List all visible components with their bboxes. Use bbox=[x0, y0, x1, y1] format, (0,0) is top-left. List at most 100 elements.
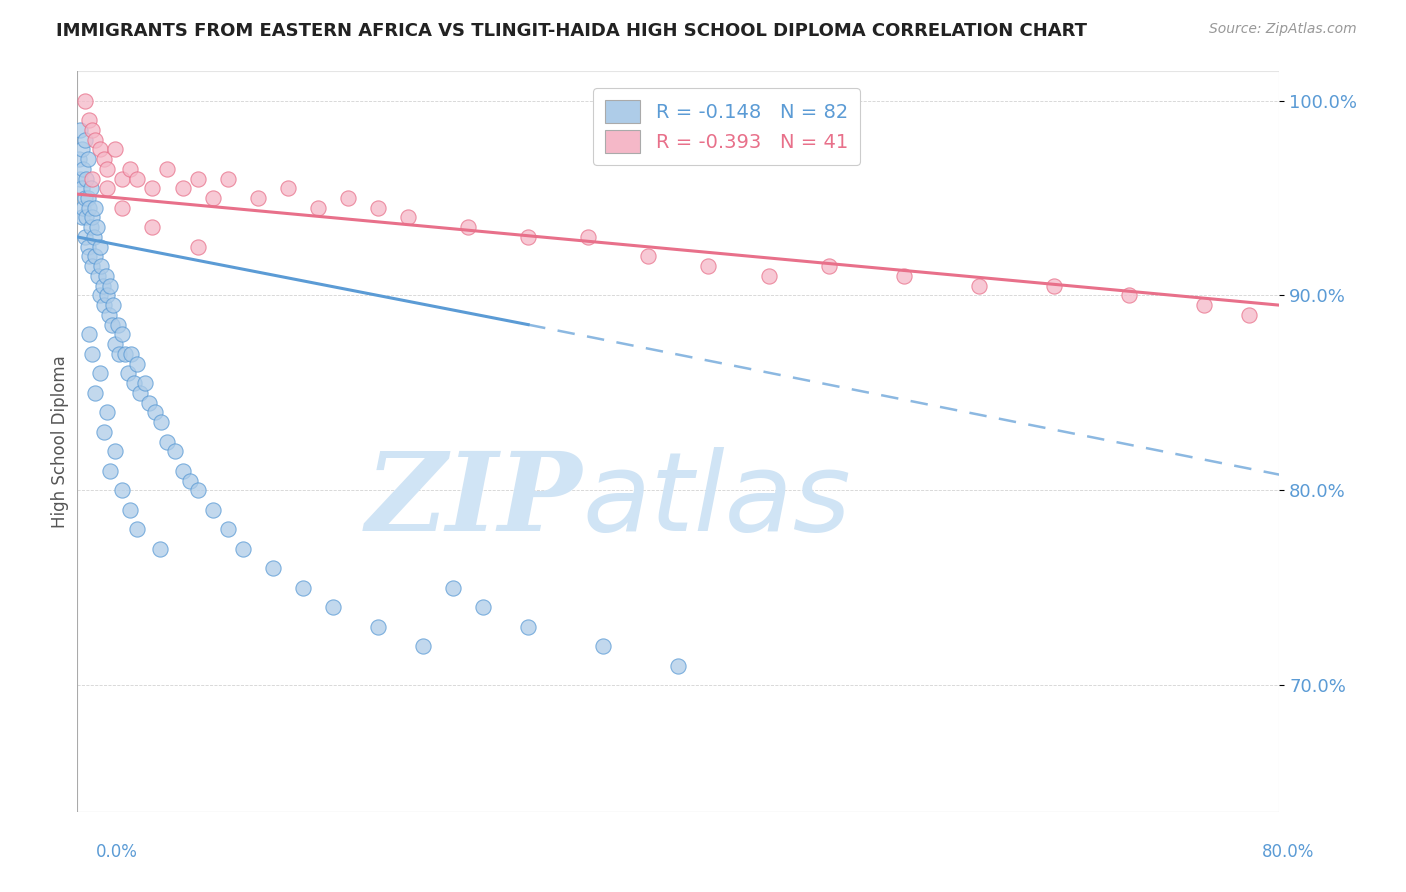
Point bbox=[87, 268, 110, 283]
Point bbox=[156, 161, 179, 176]
Point bbox=[89, 142, 111, 156]
Point bbox=[367, 201, 389, 215]
Point bbox=[104, 337, 127, 351]
Point bbox=[104, 142, 127, 156]
Point bbox=[75, 211, 97, 225]
Point bbox=[70, 142, 93, 156]
Point bbox=[637, 250, 659, 264]
Point bbox=[111, 483, 134, 498]
Point bbox=[145, 405, 167, 419]
Point bbox=[76, 152, 98, 166]
Point bbox=[73, 230, 96, 244]
Point bbox=[79, 201, 101, 215]
Point bbox=[89, 367, 111, 381]
Point bbox=[79, 113, 101, 128]
Point bbox=[893, 268, 915, 283]
Point bbox=[93, 425, 115, 439]
Text: Source: ZipAtlas.com: Source: ZipAtlas.com bbox=[1209, 22, 1357, 37]
Point bbox=[84, 201, 107, 215]
Point bbox=[76, 240, 98, 254]
Point bbox=[70, 211, 93, 225]
Point bbox=[472, 600, 495, 615]
Point bbox=[277, 181, 299, 195]
Point bbox=[111, 327, 134, 342]
Point bbox=[114, 347, 136, 361]
Point bbox=[83, 230, 105, 244]
Point bbox=[73, 94, 96, 108]
Point bbox=[100, 464, 122, 478]
Point bbox=[697, 259, 720, 273]
Point bbox=[1239, 308, 1261, 322]
Point bbox=[86, 220, 108, 235]
Point bbox=[367, 620, 389, 634]
Point bbox=[82, 171, 104, 186]
Point bbox=[967, 278, 990, 293]
Point bbox=[186, 171, 209, 186]
Point bbox=[84, 250, 107, 264]
Point bbox=[134, 376, 156, 390]
Point bbox=[104, 444, 127, 458]
Point bbox=[73, 132, 96, 146]
Point bbox=[79, 250, 101, 264]
Point bbox=[592, 639, 614, 653]
Text: ZIP: ZIP bbox=[366, 447, 582, 555]
Point bbox=[262, 561, 284, 575]
Point bbox=[172, 464, 194, 478]
Point bbox=[100, 278, 122, 293]
Point bbox=[70, 181, 93, 195]
Point bbox=[336, 191, 359, 205]
Point bbox=[120, 347, 142, 361]
Point bbox=[80, 220, 103, 235]
Point bbox=[90, 259, 112, 273]
Point bbox=[179, 474, 201, 488]
Point bbox=[163, 444, 186, 458]
Point bbox=[124, 376, 146, 390]
Text: 0.0%: 0.0% bbox=[96, 843, 138, 861]
Text: IMMIGRANTS FROM EASTERN AFRICA VS TLINGIT-HAIDA HIGH SCHOOL DIPLOMA CORRELATION : IMMIGRANTS FROM EASTERN AFRICA VS TLINGI… bbox=[56, 22, 1087, 40]
Point bbox=[127, 357, 149, 371]
Point bbox=[186, 240, 209, 254]
Point bbox=[118, 161, 141, 176]
Point bbox=[96, 161, 118, 176]
Point bbox=[82, 347, 104, 361]
Point bbox=[141, 220, 163, 235]
Point bbox=[96, 181, 118, 195]
Point bbox=[441, 581, 464, 595]
Point bbox=[96, 405, 118, 419]
Point bbox=[172, 181, 194, 195]
Point bbox=[149, 541, 172, 556]
Point bbox=[84, 132, 107, 146]
Point bbox=[232, 541, 254, 556]
Point bbox=[84, 385, 107, 400]
Point bbox=[72, 201, 94, 215]
Point bbox=[67, 152, 90, 166]
Legend: R = -0.148   N = 82, R = -0.393   N = 41: R = -0.148 N = 82, R = -0.393 N = 41 bbox=[593, 88, 859, 164]
Point bbox=[111, 201, 134, 215]
Point bbox=[89, 240, 111, 254]
Point bbox=[517, 230, 540, 244]
Point bbox=[412, 639, 434, 653]
Point bbox=[69, 171, 91, 186]
Y-axis label: High School Diploma: High School Diploma bbox=[51, 355, 69, 528]
Point bbox=[75, 171, 97, 186]
Point bbox=[201, 191, 224, 205]
Point bbox=[103, 298, 125, 312]
Point bbox=[118, 502, 141, 516]
Point bbox=[141, 181, 163, 195]
Point bbox=[101, 318, 124, 332]
Point bbox=[576, 230, 599, 244]
Point bbox=[80, 181, 103, 195]
Point bbox=[1194, 298, 1216, 312]
Point bbox=[82, 259, 104, 273]
Point bbox=[127, 522, 149, 536]
Point bbox=[117, 367, 139, 381]
Point bbox=[94, 268, 117, 283]
Point bbox=[457, 220, 479, 235]
Point bbox=[322, 600, 344, 615]
Point bbox=[138, 395, 160, 409]
Point bbox=[91, 278, 114, 293]
Point bbox=[396, 211, 419, 225]
Point bbox=[758, 268, 780, 283]
Point bbox=[82, 123, 104, 137]
Point bbox=[129, 385, 152, 400]
